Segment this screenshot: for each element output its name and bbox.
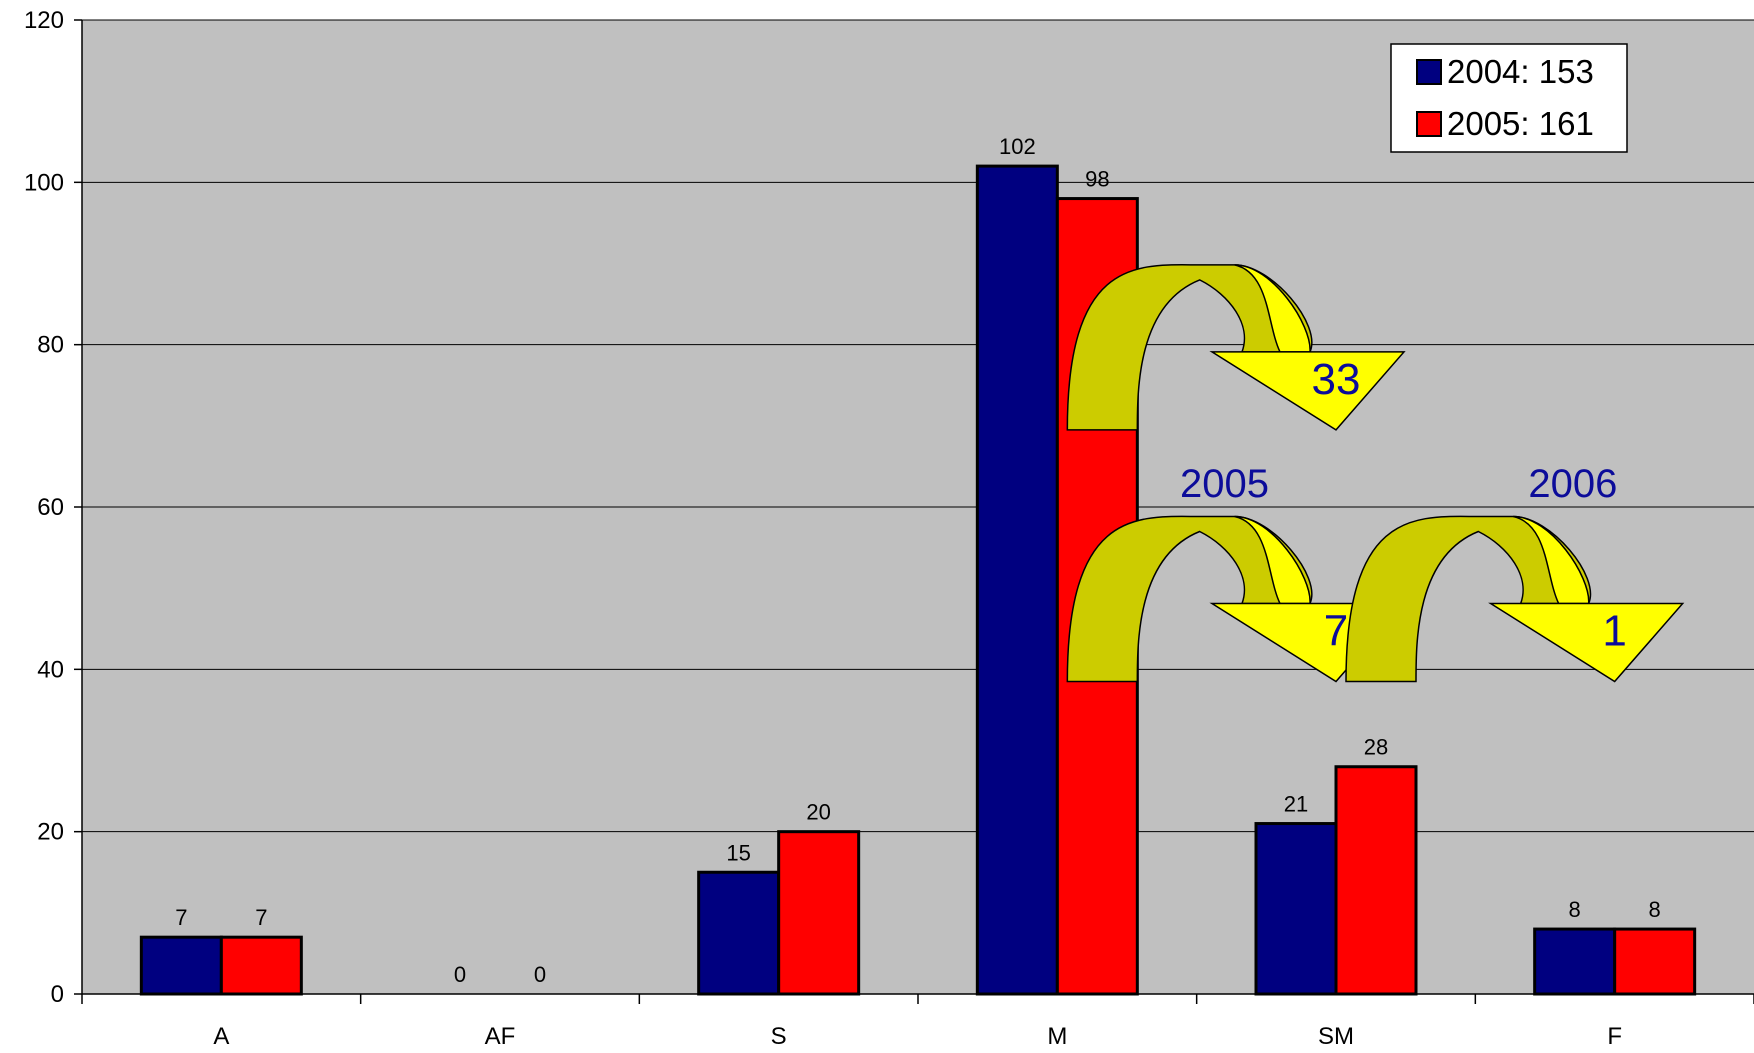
y-tick-label: 0 (51, 981, 64, 1008)
bars (139, 164, 1697, 996)
x-tick-label: S (771, 1023, 787, 1050)
y-tick-label: 100 (24, 169, 64, 196)
data-label: 102 (999, 134, 1036, 159)
annotations: 33 7 1 2005 2006 (1066, 264, 1685, 683)
legend: 2004: 153 2005: 161 (1390, 43, 1628, 153)
y-tick-label: 20 (37, 819, 64, 846)
year-label: 2005 (1180, 462, 1269, 506)
data-labels: 7 7 0 0 15 20 102 98 21 28 8 8 (175, 134, 1661, 987)
legend-swatch (1416, 59, 1442, 85)
bar (697, 870, 781, 996)
bar (1334, 765, 1418, 996)
x-tick-label: A (213, 1023, 229, 1050)
arrow-head (1209, 351, 1406, 431)
y-tick-label: 60 (37, 494, 64, 521)
legend-swatch (1416, 111, 1442, 137)
x-axis: A AF S M SM F (81, 993, 1754, 1050)
gridlines (82, 19, 1754, 833)
data-label: 21 (1284, 792, 1308, 817)
x-tick-label: F (1607, 1023, 1622, 1050)
x-tick-label: SM (1318, 1023, 1354, 1050)
bar (139, 935, 223, 996)
x-tick-label: M (1047, 1023, 1067, 1050)
y-axis: 0 20 40 60 80 100 120 (24, 7, 83, 1008)
year-label: 2006 (1528, 462, 1617, 506)
bar (1613, 927, 1697, 996)
x-tick-label: AF (485, 1023, 516, 1050)
y-tick-label: 120 (24, 7, 64, 34)
data-label: 15 (726, 840, 750, 865)
y-tick-label: 80 (37, 332, 64, 359)
data-label: 0 (534, 962, 546, 987)
data-label: 20 (806, 800, 830, 825)
legend-label: 2005: 161 (1447, 105, 1594, 142)
bar (777, 830, 861, 996)
legend-label: 2004: 153 (1447, 53, 1594, 90)
data-label: 28 (1364, 735, 1388, 760)
data-label: 7 (175, 905, 187, 930)
arrow-value: 33 (1312, 355, 1361, 404)
curved-arrow: 33 (1066, 264, 1406, 431)
bar (219, 935, 303, 996)
data-label: 8 (1649, 897, 1661, 922)
data-label: 8 (1569, 897, 1581, 922)
arrow-body (1066, 264, 1313, 431)
data-label: 0 (454, 962, 466, 987)
y-tick-label: 40 (37, 656, 64, 683)
arrow-value: 1 (1602, 607, 1626, 656)
arrow-head (1488, 602, 1685, 683)
data-label: 98 (1085, 167, 1109, 192)
bar (1533, 927, 1617, 996)
arrow-body (1066, 515, 1313, 683)
arrow-value: 7 (1324, 607, 1348, 656)
bar (1254, 822, 1338, 996)
bar (975, 164, 1059, 996)
data-label: 7 (255, 905, 267, 930)
arrow-body (1345, 515, 1592, 683)
curved-arrow: 1 (1345, 515, 1685, 683)
